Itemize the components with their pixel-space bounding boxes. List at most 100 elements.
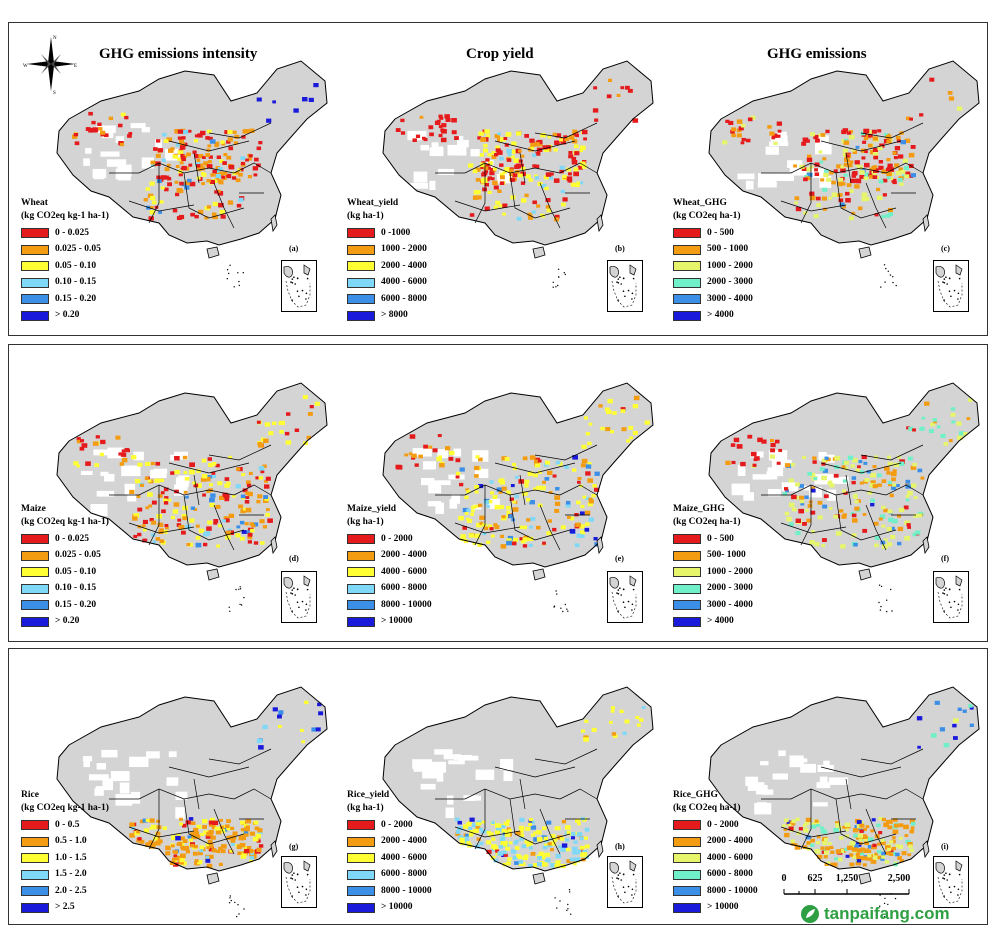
crop-pixel [150, 160, 156, 165]
crop-pixel [846, 162, 853, 168]
crop-pixel [522, 491, 528, 496]
crop-pixel [238, 504, 244, 509]
crop-pixel [873, 521, 879, 526]
crop-pixel [240, 828, 245, 832]
crop-pixel [127, 134, 132, 138]
legend-item: 0.15 - 0.20 [21, 291, 109, 308]
crop-pixel [530, 516, 536, 521]
crop-pixel [826, 861, 831, 865]
crop-pixel [472, 195, 479, 200]
crop-pixel [210, 835, 216, 840]
crop-pixel [148, 504, 152, 508]
crop-pixel [475, 455, 480, 459]
crop-pixel [219, 818, 223, 822]
crop-pixel [243, 507, 247, 511]
non-crop-area [768, 450, 788, 461]
legend-swatch [673, 869, 701, 880]
non-crop-area [762, 789, 774, 795]
crop-pixel [804, 820, 810, 825]
crop-pixel [770, 442, 776, 448]
crop-pixel [145, 187, 150, 191]
crop-pixel [854, 500, 859, 504]
crop-pixel [317, 702, 322, 707]
crop-pixel [181, 136, 186, 140]
crop-pixel [829, 483, 835, 488]
crop-pixel [209, 179, 215, 184]
crop-pixel [899, 182, 904, 186]
crop-pixel [932, 418, 937, 422]
taiwan-island [596, 536, 604, 555]
crop-pixel [149, 518, 154, 522]
crop-pixel [98, 127, 103, 131]
crop-pixel [526, 498, 531, 502]
non-crop-area [420, 145, 430, 151]
legend-item-label: 1000 - 2000 [381, 244, 427, 254]
legend-item-label: 0 - 2000 [381, 819, 413, 830]
crop-pixel [542, 862, 548, 867]
non-crop-area [153, 468, 168, 474]
crop-pixel [152, 540, 157, 543]
crop-pixel [500, 841, 506, 845]
province-border [494, 766, 576, 778]
crop-pixel [155, 839, 160, 843]
legend-title: Wheat_GHG [673, 198, 727, 208]
crop-pixel [218, 524, 223, 528]
crop-pixel [625, 85, 630, 90]
crop-pixel [272, 421, 277, 426]
crop-pixel [904, 834, 909, 837]
crop-pixel [887, 825, 893, 830]
crop-pixel [856, 855, 861, 860]
crop-pixel [184, 180, 190, 185]
crop-pixel [508, 828, 512, 832]
map-panel-c: Wheat_GHG (kg CO2eq ha-1) 0 - 500 500 - … [661, 23, 987, 335]
province-border [820, 766, 902, 778]
inset-island-dot [627, 600, 630, 603]
crop-pixel [867, 854, 872, 858]
crop-pixel [224, 497, 230, 502]
inset-island-dot [948, 601, 951, 603]
province-border [820, 140, 902, 152]
province-border [148, 163, 160, 224]
legend-swatch [21, 600, 49, 611]
crop-pixel [887, 542, 893, 547]
crop-pixel [499, 836, 506, 841]
crop-pixel [583, 137, 587, 141]
crop-pixel [822, 468, 828, 473]
crop-pixel [822, 538, 827, 542]
sea-island-dot [891, 610, 893, 612]
crop-pixel [593, 86, 598, 90]
crop-pixel [761, 439, 767, 444]
non-crop-area [745, 776, 759, 786]
legend-item-label: 1000 - 2000 [707, 566, 753, 577]
legend-item: 6000 - 8000 [347, 867, 432, 884]
crop-pixel [499, 156, 504, 161]
crop-pixel [896, 455, 901, 459]
crop-pixel [458, 515, 464, 521]
crop-pixel [395, 464, 402, 470]
crop-pixel [153, 147, 158, 151]
inset-coast [283, 266, 293, 278]
legend-title: Wheat [21, 198, 48, 208]
crop-pixel [833, 473, 839, 478]
crop-pixel [510, 195, 516, 200]
crop-pixel [909, 848, 914, 852]
crop-pixel [787, 823, 792, 827]
crop-pixel [874, 213, 879, 217]
non-crop-area [813, 802, 828, 807]
crop-pixel [939, 727, 945, 732]
crop-pixel [554, 495, 561, 500]
crop-pixel [185, 524, 191, 530]
crop-pixel [214, 141, 220, 146]
crop-pixel [570, 832, 576, 836]
crop-pixel [800, 502, 805, 506]
crop-pixel [585, 471, 591, 476]
crop-pixel [914, 530, 920, 535]
crop-pixel [868, 133, 873, 138]
non-crop-area [475, 769, 495, 780]
crop-pixel [912, 428, 916, 432]
inset-island-dot [957, 298, 959, 300]
taiwan-island [270, 536, 278, 555]
crop-pixel [545, 852, 551, 857]
crop-pixel [512, 466, 518, 471]
crop-pixel [163, 487, 169, 492]
